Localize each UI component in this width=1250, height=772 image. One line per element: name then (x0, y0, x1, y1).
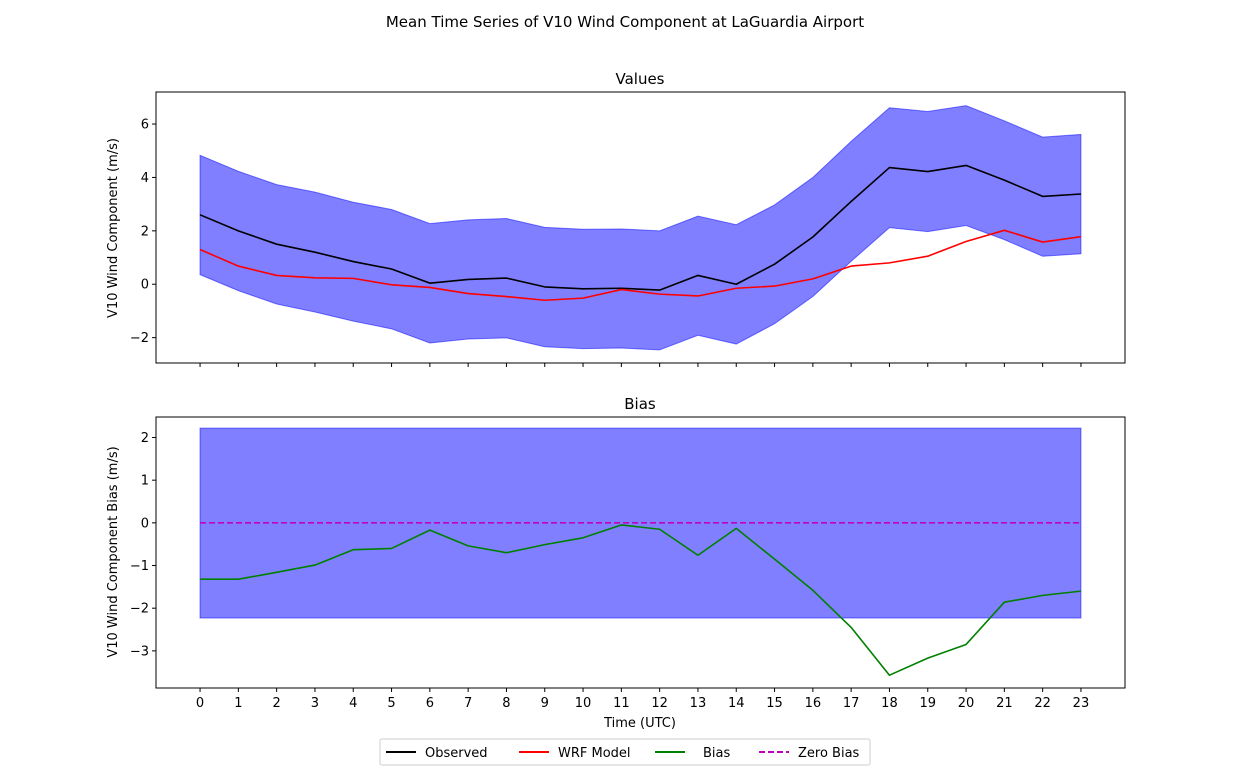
bias-x-tick-label: 15 (766, 696, 783, 711)
values-series-wrf-model (199, 229, 1082, 302)
bias-x-tick-label: 5 (387, 696, 395, 711)
bias-x-tick-label: 22 (1034, 696, 1051, 711)
bias-y-tick-label: −3 (130, 644, 149, 659)
values-y-tick-label: −2 (130, 331, 149, 346)
values-subplot: Values −2 0 2 4 6 V10 Wind Component (m/s) (106, 70, 1126, 367)
values-y-tick-label: 4 (141, 171, 149, 186)
bias-x-tick-label: 14 (728, 696, 745, 711)
bias-x-tick-label: 23 (1073, 696, 1090, 711)
bias-x-tick-label: 1 (234, 696, 242, 711)
bias-y-tick-label: −2 (130, 602, 149, 617)
values-plot-area: −2 0 2 4 6 (130, 91, 1126, 367)
bias-x-tick-label: 17 (843, 696, 860, 711)
legend-label-bias: Bias (703, 746, 730, 761)
bias-x-tick-label: 19 (919, 696, 936, 711)
bias-x-tick-label: 8 (502, 696, 510, 711)
legend-entry-wrf-model: WRF Model (519, 746, 631, 761)
bias-y-tick-label: 1 (141, 474, 149, 489)
bias-uncertainty-band (199, 427, 1082, 619)
legend-frame (379, 738, 871, 766)
values-series-observed (199, 164, 1082, 291)
bias-axes-frame (155, 416, 1126, 689)
bias-subplot-title: Bias (624, 395, 656, 413)
values-axes-frame (155, 91, 1126, 364)
bias-x-tick-label: 10 (575, 696, 592, 711)
values-subplot-title: Values (615, 70, 664, 88)
legend-entry-zero-bias: Zero Bias (759, 746, 860, 761)
bias-x-tick-label: 13 (690, 696, 707, 711)
bias-x-tick-label: 9 (541, 696, 549, 711)
bias-x-tick-label: 6 (426, 696, 434, 711)
legend-label-wrf-model: WRF Model (558, 746, 631, 761)
bias-series-bias (200, 524, 1082, 676)
values-y-tick-label: 6 (141, 118, 149, 133)
bias-x-tick-label: 16 (805, 696, 822, 711)
legend-label-zero-bias: Zero Bias (798, 746, 860, 761)
values-uncertainty-band (199, 105, 1082, 351)
bias-x-tick-label: 2 (273, 696, 281, 711)
legend-entry-observed: Observed (386, 746, 488, 761)
bias-x-tick-label: 20 (958, 696, 975, 711)
bias-y-tick-label: −1 (130, 559, 149, 574)
bias-x-tick-label: 12 (651, 696, 668, 711)
legend-entry-bias: Bias (655, 746, 730, 761)
bias-x-tick-label: 18 (881, 696, 898, 711)
bias-y-tick-label: 0 (141, 516, 149, 531)
bias-y-label: V10 Wind Component Bias (m/s) (106, 446, 121, 657)
bias-x-tick-label: 4 (349, 696, 357, 711)
figure-title: Mean Time Series of V10 Wind Component a… (386, 13, 864, 31)
legend-label-observed: Observed (425, 746, 488, 761)
bias-x-tick-label: 7 (464, 696, 472, 711)
values-y-tick-label: 2 (141, 224, 149, 239)
bias-x-tick-label: 21 (996, 696, 1013, 711)
values-y-tick-label: 0 (141, 278, 149, 293)
x-axis-label: Time (UTC) (603, 716, 676, 731)
bias-x-tick-label: 3 (311, 696, 319, 711)
values-y-label: V10 Wind Component (m/s) (106, 138, 121, 318)
bias-x-tick-label: 0 (196, 696, 204, 711)
bias-x-tick-label: 11 (613, 696, 630, 711)
bias-y-tick-label: 2 (141, 431, 149, 446)
legend: Observed WRF Model Bias Zero Bias (379, 738, 871, 766)
